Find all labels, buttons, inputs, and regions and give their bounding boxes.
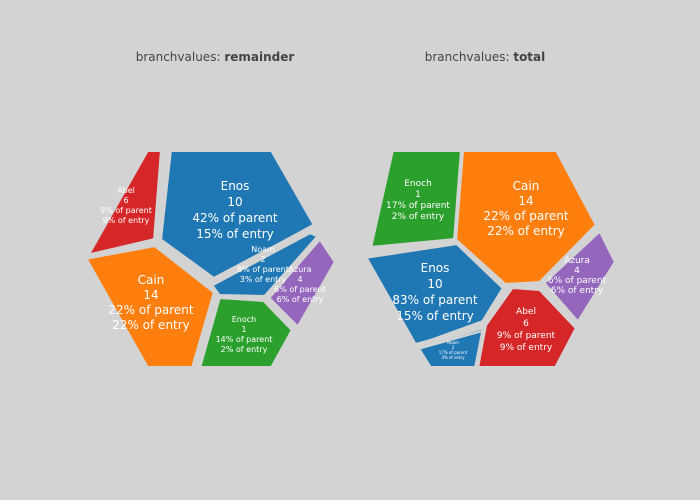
cell-separator	[207, 229, 317, 288]
cell-label-noam: Noam 2 8% of parent 3% of entry	[237, 245, 289, 284]
cell-name: Azura	[289, 265, 312, 274]
cell-pct-entry: 9% of entry	[500, 343, 553, 353]
cell-value: 6	[523, 319, 529, 329]
cell-abel[interactable]	[85, 148, 164, 258]
cell-enoch[interactable]	[368, 148, 464, 250]
cell-separator	[205, 224, 315, 283]
title-emphasis: remainder	[224, 50, 294, 64]
cell-pct-parent: 22% of parent	[108, 303, 193, 317]
cell-value: 4	[297, 275, 302, 284]
cell-pct-parent: 9% of parent	[100, 206, 152, 215]
cell-name: Noam	[251, 245, 275, 254]
cell-value: 6	[123, 196, 128, 205]
cell-pct-parent: 17% of parent	[386, 201, 450, 211]
cell-label-abel: Abel 6 9% of parent 9% of entry	[497, 307, 556, 353]
cell-pct-entry: 22% of entry	[112, 318, 190, 332]
cell-pct-entry: 6% of entry	[551, 286, 604, 296]
cell-name: Enos	[421, 261, 450, 275]
cell-enoch[interactable]	[197, 295, 295, 370]
cell-name: Enos	[221, 179, 250, 193]
cell-name: Abel	[117, 186, 135, 195]
cell-pct-entry: 22% of entry	[487, 224, 565, 238]
chart-remainder: branchvalues: remainder Enos 10 42% of par…	[83, 50, 338, 370]
cell-name: Cain	[138, 273, 165, 287]
cell-pct-parent: 8% of parent	[237, 265, 289, 274]
cell-enos[interactable]	[158, 148, 317, 282]
cell-pct-parent: 17% of parent	[439, 350, 468, 355]
cell-separator	[415, 324, 486, 345]
cell-name: Enoch	[404, 179, 432, 189]
cell-azura[interactable]	[266, 236, 338, 330]
cell-value: 10	[227, 195, 242, 209]
cell-value: 2	[452, 345, 455, 350]
cell-pct-entry: 15% of entry	[396, 309, 474, 323]
cell-pct-entry: 2% of entry	[392, 212, 445, 222]
cell-name: Azura	[564, 256, 590, 266]
chart-title-remainder: branchvalues: remainder	[136, 50, 295, 64]
cell-label-enos: Enos 10 83% of parent 15% of entry	[392, 261, 477, 323]
cell-label-azura: Azura 4 6% of parent 6% of entry	[548, 256, 607, 296]
cell-label-cain: Cain 14 22% of parent 22% of entry	[108, 273, 193, 332]
cell-name: Cain	[513, 179, 540, 193]
cell-label-enos: Enos 10 42% of parent 15% of entry	[192, 179, 277, 241]
cell-label-noam: Noam 2 17% of parent 3% of entry	[439, 340, 468, 360]
cell-label-abel: Abel 6 9% of parent 9% of entry	[100, 186, 152, 225]
cell-pct-entry: 9% of entry	[103, 216, 150, 225]
cell-value: 14	[518, 194, 533, 208]
cell-name: Noam	[447, 340, 459, 345]
chart-title-total: branchvalues: total	[425, 50, 546, 64]
cell-name: Abel	[516, 307, 536, 317]
cell-separator	[417, 329, 487, 350]
cell-value: 2	[260, 255, 265, 264]
cell-value: 14	[143, 288, 158, 302]
cell-pct-entry: 3% of entry	[240, 275, 287, 284]
cell-label-enoch: Enoch 1 14% of parent 2% of entry	[216, 315, 273, 354]
cell-pct-parent: 14% of parent	[216, 335, 273, 344]
chart-total: branchvalues: total Enos 10 83% of parent 1…	[363, 50, 618, 370]
cell-pct-parent: 9% of parent	[497, 331, 556, 341]
cell-value: 4	[574, 266, 580, 276]
title-emphasis: total	[513, 50, 545, 64]
cell-cain[interactable]	[83, 243, 217, 370]
cell-label-cain: Cain 14 22% of parent 22% of entry	[483, 179, 568, 238]
cell-value: 1	[415, 190, 421, 200]
cell-pct-entry: 2% of entry	[221, 345, 268, 354]
cell-pct-parent: 83% of parent	[392, 293, 477, 307]
cell-pct-parent: 6% of parent	[548, 276, 607, 286]
cell-pct-entry: 3% of entry	[441, 355, 465, 360]
cell-label-azura: Azura 4 6% of parent 6% of entry	[274, 265, 326, 304]
cell-pct-parent: 22% of parent	[483, 209, 568, 223]
cell-name: Enoch	[232, 315, 257, 324]
cell-azura[interactable]	[541, 228, 618, 325]
cell-value: 1	[241, 325, 246, 334]
cell-value: 10	[427, 277, 442, 291]
title-prefix: branchvalues:	[136, 50, 225, 64]
cell-noam[interactable]	[415, 325, 486, 370]
cell-pct-entry: 6% of entry	[277, 295, 324, 304]
cell-pct-parent: 42% of parent	[192, 211, 277, 225]
cell-pct-entry: 15% of entry	[196, 227, 274, 241]
cell-label-enoch: Enoch 1 17% of parent 2% of entry	[386, 179, 450, 222]
cell-pct-parent: 6% of parent	[274, 285, 326, 294]
title-prefix: branchvalues:	[425, 50, 514, 64]
